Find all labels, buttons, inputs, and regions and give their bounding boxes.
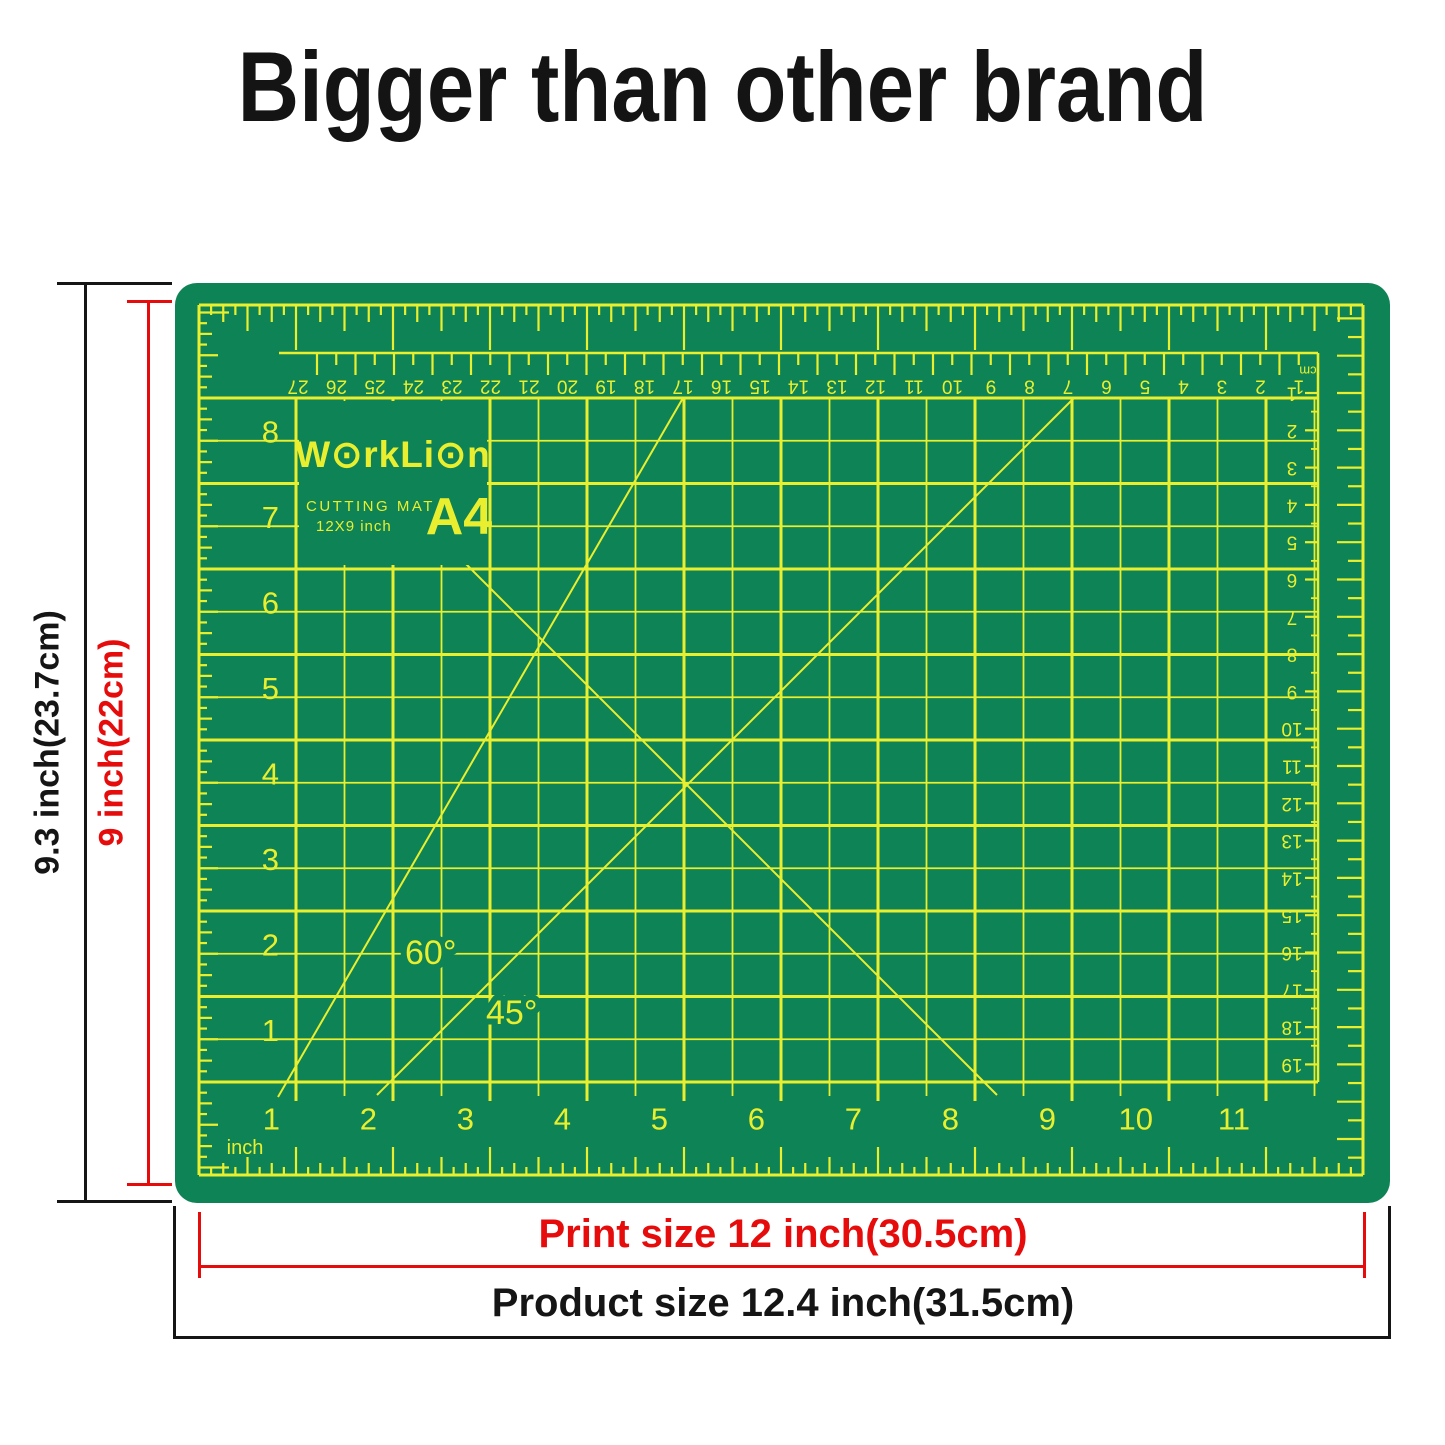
print-height-cap-bottom bbox=[127, 1183, 172, 1186]
inch-left-tick-label: 5 bbox=[262, 671, 279, 706]
cm-top-tick-label: 24 bbox=[403, 376, 425, 397]
cm-right-tick-label: 16 bbox=[1281, 942, 1302, 963]
cm-top-tick-label: 9 bbox=[986, 376, 997, 397]
cm-top-tick-label: 13 bbox=[826, 376, 847, 397]
cm-top-tick-label: 26 bbox=[326, 376, 347, 397]
cm-top-tick-label: 17 bbox=[672, 376, 693, 397]
inch-left-tick-label: 8 bbox=[262, 415, 279, 450]
inch-left-tick-label: 6 bbox=[262, 586, 279, 621]
cm-right-tick-label: 12 bbox=[1281, 793, 1302, 814]
brand-logo-text: W⊙rkLi⊙n bbox=[295, 434, 490, 475]
cm-top-tick-label: 12 bbox=[865, 376, 886, 397]
format-label: A4 bbox=[426, 488, 493, 546]
cm-right-tick-label: 9 bbox=[1287, 681, 1298, 702]
cm-right-tick-label: 4 bbox=[1286, 494, 1297, 515]
cutting-mat: 27 26 25 24 23 22 21 20 19 18 17 16 15 14 13 12 11 10 9 8 7 6… bbox=[175, 283, 1390, 1203]
product-height-line bbox=[84, 283, 87, 1203]
cm-top-tick-label: 5 bbox=[1140, 376, 1151, 397]
cm-top-tick-label: 23 bbox=[441, 376, 462, 397]
angle-60-label: 60° bbox=[405, 934, 456, 972]
cm-right-tick-label: 13 bbox=[1281, 830, 1302, 851]
cm-right-tick-label: 6 bbox=[1287, 569, 1298, 590]
cm-top-tick-label: 6 bbox=[1101, 376, 1112, 397]
cm-right-tick-label: 10 bbox=[1281, 718, 1302, 739]
mat-grid-and-rulers: 27 26 25 24 23 22 21 20 19 18 17 16 15 14 13 12 11 10 9 8 7 6… bbox=[197, 303, 1365, 1177]
cm-right-tick-label: 8 bbox=[1287, 644, 1298, 665]
cm-top-tick-label: 14 bbox=[788, 376, 810, 397]
inch-left-tick-label: 4 bbox=[262, 757, 279, 792]
product-width-line bbox=[175, 1336, 1391, 1339]
cm-right-tick-label: 5 bbox=[1287, 532, 1298, 553]
inch-unit-label: inch bbox=[227, 1137, 264, 1159]
page-title: Bigger than other brand bbox=[237, 31, 1208, 142]
inch-bottom-tick-label: 3 bbox=[457, 1102, 474, 1137]
inch-bottom-tick-label: 5 bbox=[651, 1102, 668, 1137]
cm-top-tick-label: 16 bbox=[711, 376, 732, 397]
print-width-cap-right bbox=[1363, 1212, 1366, 1278]
mat-size-label: 12X9 inch bbox=[316, 518, 392, 535]
cm-top-tick-label: 15 bbox=[749, 376, 770, 397]
inch-bottom-tick-label: 9 bbox=[1039, 1102, 1056, 1137]
brand-logo: W⊙rkLi⊙n CUTTING MAT 12X9 inch A4 bbox=[295, 401, 492, 565]
cm-right-tick-label: 19 bbox=[1281, 1054, 1302, 1075]
product-width-label: Product size 12.4 inch(31.5cm) bbox=[491, 1281, 1075, 1325]
logo-panel bbox=[299, 401, 487, 565]
product-width-cap-right bbox=[1388, 1206, 1391, 1339]
cm-right-tick-label: 17 bbox=[1281, 979, 1302, 1000]
print-width-cap-left bbox=[198, 1212, 201, 1278]
angle-45-label: 45° bbox=[486, 994, 537, 1032]
inch-bottom-tick-label: 6 bbox=[748, 1102, 765, 1137]
cm-right-tick-label: 15 bbox=[1281, 905, 1302, 926]
inch-bottom-tick-label: 4 bbox=[554, 1102, 571, 1137]
cm-right-tick-label: 11 bbox=[1282, 756, 1302, 777]
cm-top-tick-label: 1 bbox=[1294, 376, 1305, 397]
inch-bottom-tick-label: 1 bbox=[263, 1102, 280, 1137]
inch-bottom-tick-label: 11 bbox=[1218, 1102, 1250, 1137]
cm-right-tick-label: 3 bbox=[1287, 457, 1298, 478]
print-height-cap-top bbox=[127, 300, 172, 303]
product-height-cap-bottom bbox=[57, 1200, 172, 1203]
cm-top-tick-label: 21 bbox=[518, 376, 539, 397]
cm-right-tick-label: 7 bbox=[1287, 606, 1298, 627]
inch-left-tick-label: 2 bbox=[262, 928, 279, 963]
print-height-label: 9 inch(22cm) bbox=[92, 638, 131, 847]
cm-top-tick-label: 25 bbox=[364, 376, 385, 397]
inch-bottom-tick-label: 2 bbox=[360, 1102, 377, 1137]
inch-bottom-tick-label: 10 bbox=[1119, 1102, 1153, 1137]
print-height-line bbox=[147, 301, 150, 1186]
product-height-label: 9.3 inch(23.7cm) bbox=[28, 610, 67, 875]
cm-right-tick-label: 18 bbox=[1281, 1017, 1302, 1038]
cm-top-tick-label: 19 bbox=[595, 376, 616, 397]
cm-top-tick-label: 10 bbox=[942, 376, 963, 397]
inch-bottom-tick-label: 8 bbox=[942, 1102, 959, 1137]
inch-left-tick-label: 3 bbox=[262, 842, 279, 877]
cm-top-tick-label: 2 bbox=[1255, 376, 1266, 397]
cm-right-tick-label: 14 bbox=[1281, 867, 1303, 888]
inch-left-tick-label: 1 bbox=[262, 1013, 279, 1048]
cm-top-tick-label: 27 bbox=[287, 376, 308, 397]
product-width-cap-left bbox=[173, 1206, 176, 1339]
cm-unit-label: cm bbox=[1299, 364, 1316, 379]
cm-top-tick-label: 3 bbox=[1217, 376, 1228, 397]
cm-top-tick-label: 20 bbox=[557, 376, 578, 397]
cutting-mat-label: CUTTING MAT bbox=[306, 498, 435, 515]
cm-right-tick-label: 1 bbox=[1287, 383, 1298, 404]
cm-top-tick-label: 8 bbox=[1024, 376, 1035, 397]
cm-top-tick-label: 11 bbox=[904, 376, 924, 397]
cm-right-tick-label: 2 bbox=[1287, 420, 1298, 441]
print-width-line bbox=[200, 1265, 1366, 1268]
inch-left-tick-label: 7 bbox=[262, 500, 279, 535]
cm-top-tick-label: 7 bbox=[1063, 376, 1074, 397]
cm-top-tick-label: 18 bbox=[634, 376, 655, 397]
print-width-label: Print size 12 inch(30.5cm) bbox=[538, 1212, 1028, 1256]
cm-top-tick-label: 22 bbox=[480, 376, 501, 397]
cm-top-tick-label: 4 bbox=[1178, 376, 1189, 397]
inch-bottom-tick-label: 7 bbox=[845, 1102, 862, 1137]
product-height-cap-top bbox=[57, 282, 172, 285]
